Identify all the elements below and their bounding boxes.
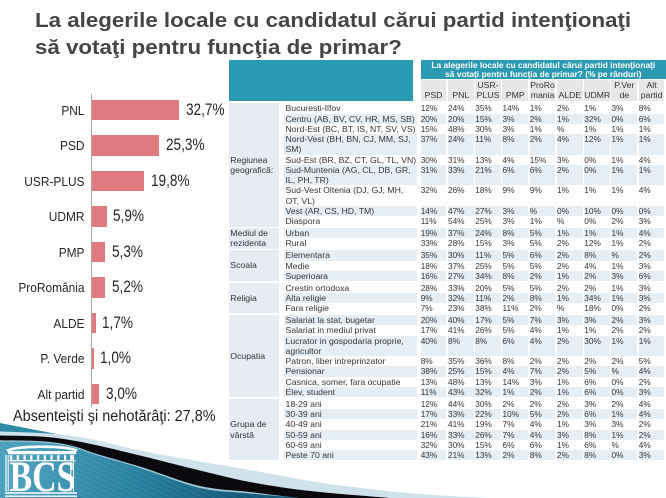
- svg-text:BCS: BCS: [10, 454, 76, 498]
